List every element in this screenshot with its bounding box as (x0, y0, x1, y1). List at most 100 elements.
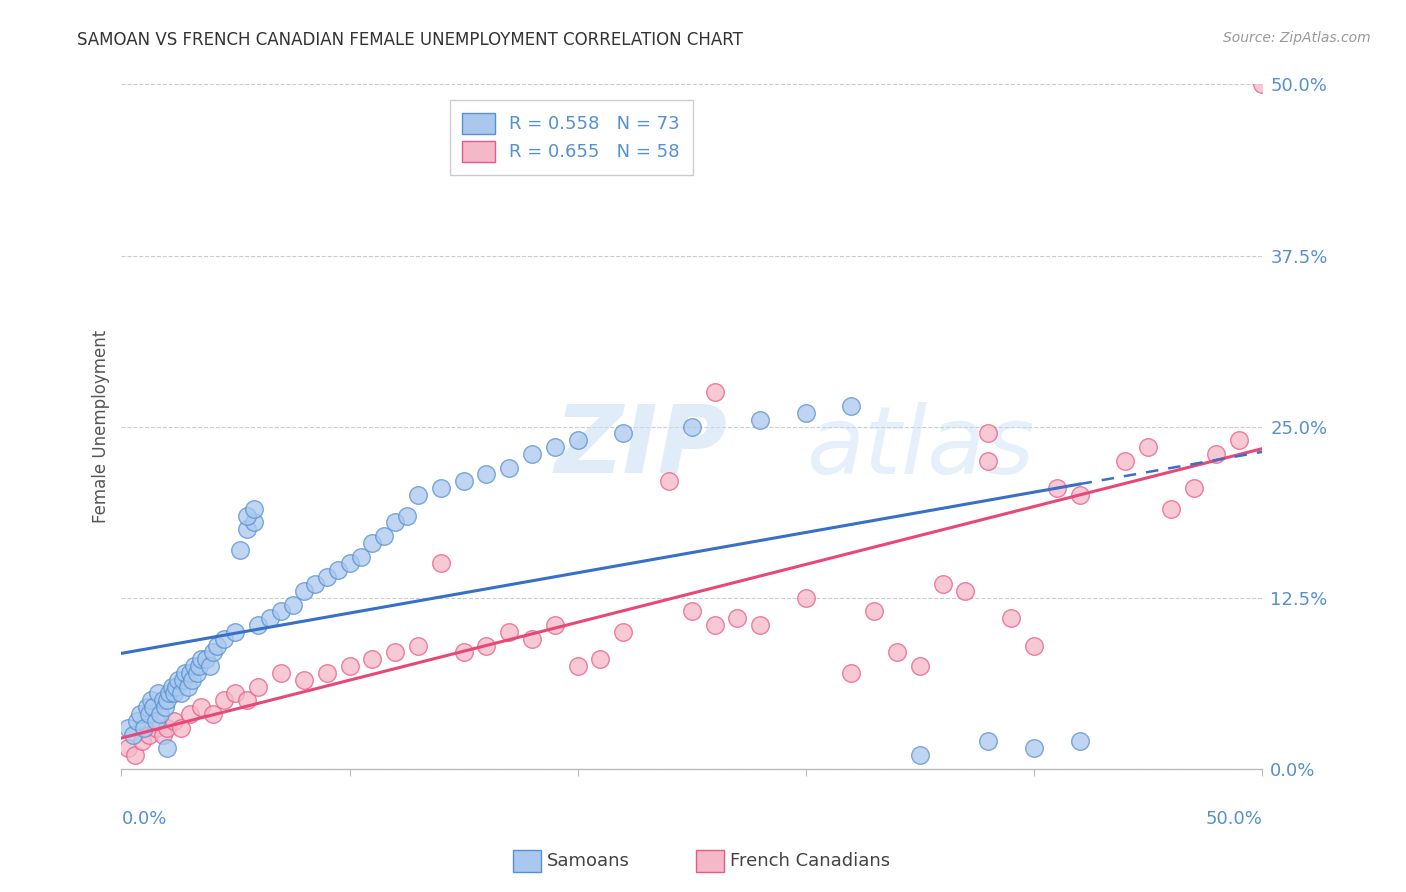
Point (188, 659, 211, 673)
Point (153, 700, 176, 714)
Text: atlas: atlas (806, 401, 1033, 492)
Point (145, 721, 167, 735)
Point (977, 734, 1000, 748)
Point (236, 693, 259, 707)
Point (149, 706, 172, 721)
Point (373, 529, 395, 543)
Point (152, 727, 174, 741)
Point (165, 680, 187, 694)
Point (194, 652, 217, 666)
Point (395, 508, 418, 523)
Point (229, 542, 252, 557)
Point (567, 434, 589, 448)
Point (236, 522, 259, 536)
Point (242, 501, 264, 516)
Point (977, 454, 1000, 468)
Point (977, 426, 1000, 441)
Point (160, 680, 183, 694)
Point (681, 604, 703, 618)
Point (236, 508, 259, 523)
Point (176, 680, 198, 694)
Point (156, 693, 179, 707)
Point (145, 714, 167, 728)
Point (156, 721, 179, 735)
Text: 0.0%: 0.0% (121, 810, 167, 828)
Point (201, 706, 224, 721)
Point (863, 604, 886, 618)
Point (1136, 440, 1159, 454)
Point (167, 673, 190, 687)
Point (224, 686, 246, 700)
Point (138, 727, 160, 741)
Point (703, 618, 725, 632)
Point (361, 652, 384, 666)
Point (201, 645, 224, 659)
Text: Samoans: Samoans (547, 852, 630, 871)
Point (520, 632, 543, 646)
Point (498, 460, 520, 475)
Point (612, 426, 634, 441)
Point (315, 665, 337, 680)
Text: Source: ZipAtlas.com: Source: ZipAtlas.com (1223, 31, 1371, 45)
Point (224, 624, 246, 639)
Point (152, 693, 174, 707)
Point (179, 665, 201, 680)
Point (127, 714, 149, 728)
Point (242, 516, 264, 530)
Point (794, 406, 817, 420)
Point (259, 611, 281, 625)
Point (453, 645, 475, 659)
Point (1205, 447, 1227, 461)
Point (212, 632, 235, 646)
Point (794, 591, 817, 605)
Point (142, 700, 165, 714)
Point (384, 645, 406, 659)
Point (124, 747, 146, 762)
Point (292, 583, 315, 598)
Point (1069, 488, 1091, 502)
Point (1022, 741, 1045, 756)
Point (544, 618, 567, 632)
Point (841, 399, 863, 413)
Point (886, 645, 908, 659)
Point (117, 721, 139, 735)
Point (183, 659, 205, 673)
Point (212, 693, 235, 707)
Point (200, 659, 222, 673)
Point (1251, 78, 1274, 92)
Point (174, 665, 197, 680)
Point (170, 721, 193, 735)
Point (658, 475, 681, 489)
Point (749, 618, 772, 632)
Point (270, 604, 292, 618)
Point (453, 475, 475, 489)
Point (1160, 501, 1182, 516)
Point (475, 639, 498, 653)
Point (328, 563, 350, 577)
Point (406, 639, 429, 653)
Point (350, 549, 373, 564)
Point (384, 516, 406, 530)
Point (163, 686, 186, 700)
Point (361, 536, 384, 550)
Point (292, 673, 315, 687)
Point (247, 618, 270, 632)
Text: 50.0%: 50.0% (1205, 810, 1263, 828)
Legend: R = 0.558   N = 73, R = 0.655   N = 58: R = 0.558 N = 73, R = 0.655 N = 58 (450, 100, 693, 175)
Point (131, 734, 153, 748)
Point (1069, 734, 1091, 748)
Point (520, 447, 543, 461)
Point (135, 700, 157, 714)
Point (163, 714, 186, 728)
Point (749, 413, 772, 427)
Point (475, 467, 498, 482)
Point (117, 741, 139, 756)
Point (121, 727, 143, 741)
Point (172, 673, 194, 687)
Point (589, 652, 612, 666)
Point (139, 693, 162, 707)
Point (157, 686, 180, 700)
Point (725, 611, 748, 625)
Point (181, 673, 204, 687)
Point (498, 624, 520, 639)
